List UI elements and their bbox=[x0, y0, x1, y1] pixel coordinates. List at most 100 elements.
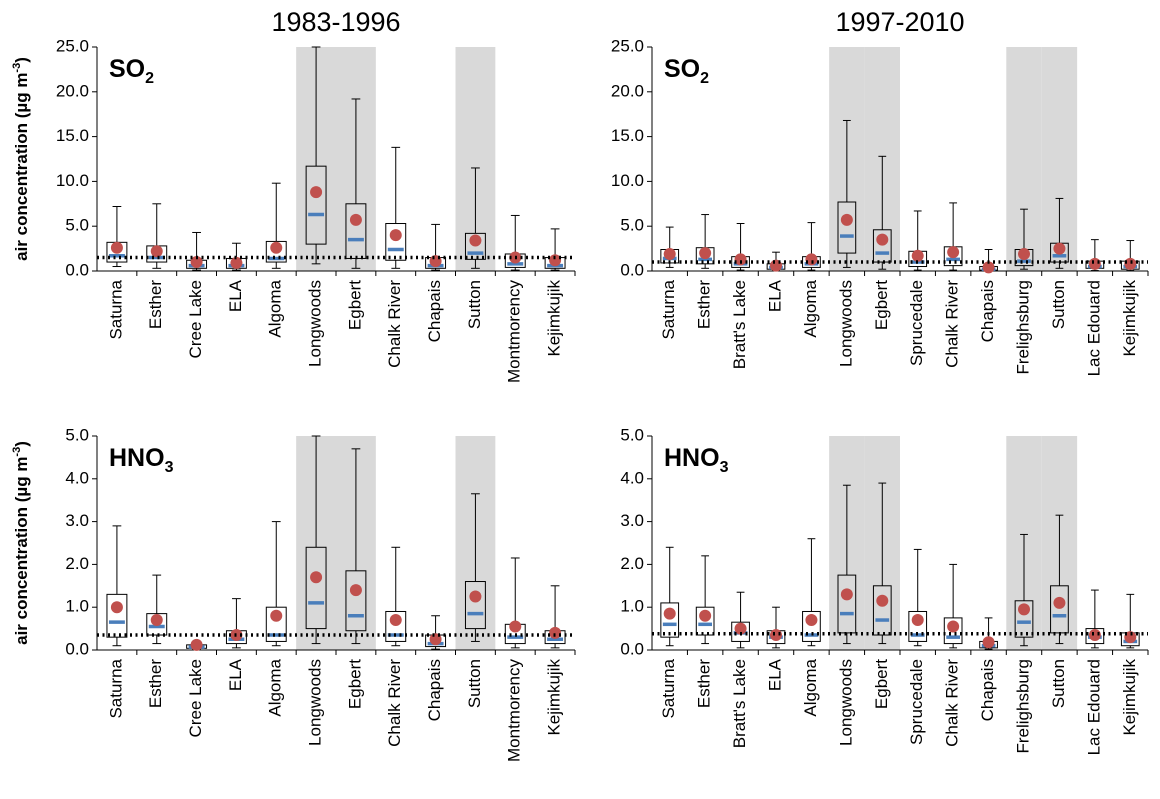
panel-label-main: HNO bbox=[664, 444, 720, 472]
box bbox=[385, 223, 407, 261]
mean bbox=[469, 590, 482, 603]
y-axis-label: air concentration (µg m-3) bbox=[11, 57, 31, 261]
x-tick-label: Sutton bbox=[465, 659, 484, 708]
y-tick-label: 15.0 bbox=[56, 126, 89, 145]
mean bbox=[270, 609, 283, 622]
x-tick-label: Bratt's Lake bbox=[730, 280, 749, 369]
panel-label-main: SO bbox=[664, 55, 700, 83]
x-tick-label: Frelighsburg bbox=[1013, 659, 1032, 754]
x-tick-label: Longwoods bbox=[836, 659, 855, 746]
x-tick-label: Esther bbox=[146, 659, 165, 708]
x-tick-label: Sutton bbox=[1049, 280, 1068, 329]
box bbox=[908, 610, 928, 642]
y-axis-label: air concentration (µg m-3) bbox=[11, 441, 31, 645]
y-tick-label: 25.0 bbox=[611, 36, 644, 55]
x-tick-label: Longwoods bbox=[306, 280, 325, 367]
mean bbox=[1018, 247, 1030, 260]
mean bbox=[349, 213, 362, 226]
mean bbox=[150, 245, 163, 258]
x-tick-label: Chapais bbox=[425, 280, 444, 342]
box bbox=[385, 610, 407, 642]
y-tick-label: 0.0 bbox=[65, 260, 89, 279]
x-tick-label: ELA bbox=[226, 658, 245, 691]
y-tick-label: 0.0 bbox=[65, 639, 89, 658]
box bbox=[802, 610, 821, 642]
x-tick-label: Chapais bbox=[425, 659, 444, 721]
box bbox=[305, 546, 327, 630]
x-tick-label: Saturna bbox=[659, 658, 678, 718]
box bbox=[731, 621, 750, 642]
x-tick-label: Cree Lake bbox=[186, 280, 205, 358]
x-tick-label: Lac Edouard bbox=[1084, 280, 1103, 376]
x-tick-label: Chalk River bbox=[943, 659, 962, 747]
x-tick-label: Algoma bbox=[801, 279, 820, 337]
panel-label-main: SO bbox=[109, 55, 145, 83]
mean bbox=[310, 186, 323, 199]
mean bbox=[982, 261, 995, 274]
mean bbox=[734, 253, 747, 266]
box bbox=[146, 613, 168, 636]
x-tick-label: Kejimkujik bbox=[1120, 280, 1139, 357]
y-label-end: ) bbox=[12, 441, 31, 447]
chart-title: 1997-2010 bbox=[835, 7, 964, 37]
x-tick-label: Esther bbox=[146, 280, 165, 329]
box bbox=[695, 606, 715, 636]
x-tick-label: Saturna bbox=[106, 279, 125, 339]
mean bbox=[190, 256, 203, 269]
panel-label-sub: 2 bbox=[145, 70, 154, 87]
mean bbox=[699, 247, 712, 260]
y-tick-label: 5.0 bbox=[65, 425, 89, 444]
mean bbox=[982, 636, 995, 649]
y-label-main: air concentration (µg m bbox=[12, 457, 31, 645]
x-tick-label: Cree Lake bbox=[186, 659, 205, 737]
mean bbox=[549, 626, 562, 639]
box bbox=[464, 232, 486, 260]
panel-label-sub: 3 bbox=[720, 459, 729, 476]
y-tick-label: 25.0 bbox=[56, 36, 89, 55]
y-tick-label: 20.0 bbox=[611, 81, 644, 100]
y-label-sup: -3 bbox=[11, 447, 23, 457]
mean bbox=[876, 594, 889, 607]
x-tick-label: ELA bbox=[765, 658, 784, 691]
y-tick-label: 15.0 bbox=[611, 126, 644, 145]
x-tick-label: Lac Edouard bbox=[1084, 659, 1103, 755]
mean bbox=[911, 614, 924, 627]
x-tick-label: Chalk River bbox=[943, 280, 962, 368]
x-tick-label: Egbert bbox=[345, 659, 364, 709]
y-tick-label: 5.0 bbox=[620, 216, 644, 235]
y-tick-label: 5.0 bbox=[620, 425, 644, 444]
panel-label-main: HNO bbox=[109, 444, 165, 472]
x-tick-label: Sutton bbox=[1049, 659, 1068, 708]
x-tick-label: Kejimkujik bbox=[545, 659, 564, 736]
x-tick-label: Chalk River bbox=[385, 659, 404, 747]
x-tick-label: Chapais bbox=[978, 659, 997, 721]
x-tick-label: Kejimkujik bbox=[545, 280, 564, 357]
mean bbox=[1124, 631, 1137, 644]
mean bbox=[310, 571, 323, 584]
y-tick-label: 4.0 bbox=[65, 468, 89, 487]
mean bbox=[734, 622, 747, 635]
mean bbox=[389, 229, 402, 242]
box bbox=[464, 581, 486, 630]
y-tick-label: 4.0 bbox=[620, 468, 644, 487]
y-tick-label: 5.0 bbox=[65, 216, 89, 235]
panel-label: SO2 bbox=[109, 55, 154, 87]
x-tick-label: Egbert bbox=[345, 280, 364, 330]
y-tick-label: 10.0 bbox=[611, 171, 644, 190]
mean bbox=[663, 247, 676, 260]
x-tick-label: ELA bbox=[226, 279, 245, 312]
y-tick-label: 10.0 bbox=[56, 171, 89, 190]
mean bbox=[150, 614, 163, 627]
mean bbox=[469, 234, 482, 247]
box bbox=[305, 165, 327, 245]
mean bbox=[1124, 257, 1137, 270]
x-tick-label: Sprucedale bbox=[907, 280, 926, 366]
y-tick-label: 0.0 bbox=[620, 639, 644, 658]
box bbox=[837, 574, 857, 634]
mean bbox=[947, 620, 960, 633]
panel-label: HNO3 bbox=[109, 444, 174, 476]
x-tick-label: Esther bbox=[695, 659, 714, 708]
chart-title: 1983-1996 bbox=[271, 7, 400, 37]
